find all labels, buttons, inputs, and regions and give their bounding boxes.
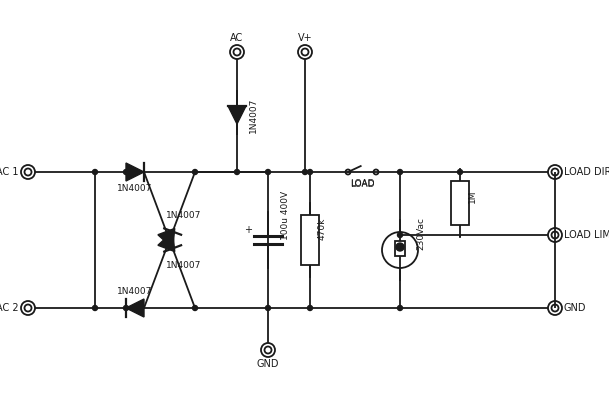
Text: AC 1: AC 1 xyxy=(0,167,19,177)
Polygon shape xyxy=(158,228,175,248)
Circle shape xyxy=(93,305,97,310)
Circle shape xyxy=(266,169,270,174)
Text: 100u 400V: 100u 400V xyxy=(281,191,289,240)
Text: 1N4007: 1N4007 xyxy=(118,184,153,193)
Text: AC: AC xyxy=(230,33,244,43)
Circle shape xyxy=(398,305,403,310)
Circle shape xyxy=(457,169,462,174)
Text: GND: GND xyxy=(564,303,586,313)
Circle shape xyxy=(234,169,239,174)
Text: 1N4007: 1N4007 xyxy=(249,97,258,133)
Circle shape xyxy=(192,169,197,174)
Text: AC 2: AC 2 xyxy=(0,303,19,313)
Text: LOAD DIRECT: LOAD DIRECT xyxy=(564,167,609,177)
Bar xyxy=(451,181,469,225)
Text: LOAD: LOAD xyxy=(350,180,375,189)
Text: V+: V+ xyxy=(298,33,312,43)
Circle shape xyxy=(93,169,97,174)
Polygon shape xyxy=(228,106,246,124)
Circle shape xyxy=(303,169,308,174)
Text: GND: GND xyxy=(257,359,280,369)
Text: 230Vac: 230Vac xyxy=(417,217,426,250)
Text: 1N4007: 1N4007 xyxy=(166,261,201,270)
Text: LOAD LIMITED: LOAD LIMITED xyxy=(564,230,609,240)
Circle shape xyxy=(124,305,128,310)
Circle shape xyxy=(192,305,197,310)
Text: 1N4007: 1N4007 xyxy=(166,211,201,220)
Text: +: + xyxy=(244,225,252,235)
Circle shape xyxy=(308,169,312,174)
Bar xyxy=(301,215,319,265)
Bar xyxy=(395,241,405,256)
Polygon shape xyxy=(126,299,144,317)
Polygon shape xyxy=(158,231,175,252)
Circle shape xyxy=(266,305,270,310)
Text: 1N4007: 1N4007 xyxy=(118,287,153,296)
Text: 1M: 1M xyxy=(468,189,476,203)
Text: 470k: 470k xyxy=(317,218,326,240)
Circle shape xyxy=(398,233,403,237)
Circle shape xyxy=(396,243,404,251)
Circle shape xyxy=(308,305,312,310)
Text: LOAD: LOAD xyxy=(350,179,375,188)
Circle shape xyxy=(124,169,128,174)
Polygon shape xyxy=(126,163,144,181)
Circle shape xyxy=(398,169,403,174)
